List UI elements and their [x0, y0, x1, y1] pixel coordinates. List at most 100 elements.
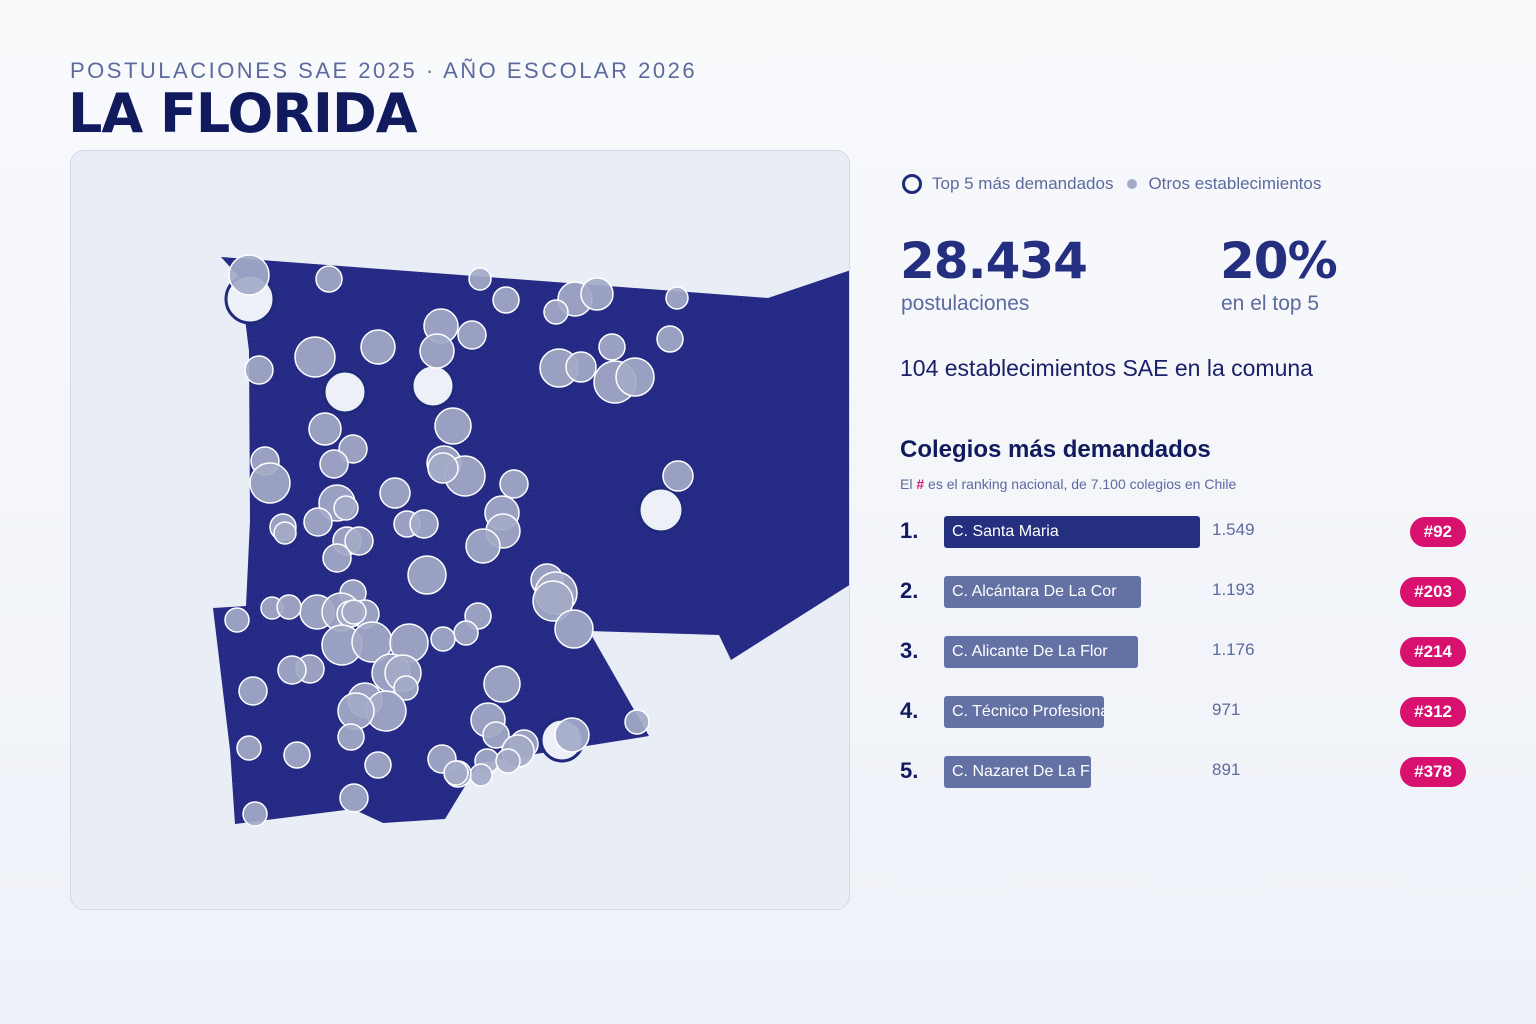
- school-marker[interactable]: [483, 665, 521, 703]
- region-texture: [213, 257, 849, 824]
- school-marker[interactable]: [580, 277, 614, 311]
- ranking-row[interactable]: 4. C. Técnico Profesional 971 #312: [900, 696, 1466, 728]
- school-marker[interactable]: [465, 528, 501, 564]
- ranking-row[interactable]: 2. C. Alcántara De La Cor 1.193 #203: [900, 576, 1466, 608]
- school-marker[interactable]: [554, 609, 594, 649]
- school-marker[interactable]: [665, 286, 689, 310]
- top5-school-marker[interactable]: [322, 369, 368, 415]
- national-rank-badge: #378: [1400, 757, 1466, 787]
- school-marker[interactable]: [294, 336, 336, 378]
- legend-others-label: Otros establecimientos: [1148, 174, 1322, 193]
- applications-count: 1.193: [1212, 580, 1255, 599]
- school-marker[interactable]: [656, 325, 684, 353]
- map-legend: Top 5 más demandados Otros establecimien…: [902, 174, 1321, 194]
- school-marker[interactable]: [499, 469, 529, 499]
- ranking-note-hash: #: [916, 476, 925, 492]
- demand-bar: C. Santa Maria: [944, 516, 1200, 548]
- school-marker[interactable]: [242, 801, 268, 827]
- school-marker[interactable]: [379, 477, 411, 509]
- ranking-note-suffix: es el ranking nacional, de 7.100 colegio…: [928, 476, 1237, 492]
- rank-position: 3.: [900, 638, 919, 663]
- school-marker[interactable]: [543, 299, 569, 325]
- school-marker[interactable]: [468, 267, 492, 291]
- school-marker[interactable]: [532, 580, 574, 622]
- ranking-row[interactable]: 5. C. Nazaret De La Flori 891 #378: [900, 756, 1466, 788]
- applications-label: postulaciones: [901, 292, 1030, 315]
- school-marker[interactable]: [249, 462, 291, 504]
- demand-bar: C. Nazaret De La Flori: [944, 756, 1091, 788]
- top5-ring-icon: [902, 174, 922, 194]
- applications-count: 971: [1212, 700, 1241, 719]
- school-marker[interactable]: [434, 407, 472, 445]
- rank-position: 4.: [900, 698, 919, 723]
- school-marker[interactable]: [419, 333, 455, 369]
- rank-position: 5.: [900, 758, 919, 783]
- school-marker[interactable]: [360, 329, 396, 365]
- school-marker[interactable]: [303, 507, 333, 537]
- applications-count: 891: [1212, 760, 1241, 779]
- rank-position: 2.: [900, 578, 919, 603]
- school-marker[interactable]: [430, 626, 456, 652]
- national-rank-badge: #92: [1409, 517, 1466, 547]
- school-marker[interactable]: [407, 555, 447, 595]
- school-marker[interactable]: [554, 717, 590, 753]
- school-marker[interactable]: [236, 735, 262, 761]
- school-marker[interactable]: [453, 620, 479, 646]
- school-marker[interactable]: [662, 460, 694, 492]
- school-marker[interactable]: [337, 692, 375, 730]
- school-marker[interactable]: [495, 748, 521, 774]
- national-rank-badge: #312: [1400, 697, 1466, 727]
- legend-top5-label: Top 5 más demandados: [932, 174, 1114, 193]
- school-marker[interactable]: [277, 655, 307, 685]
- ranking-title: Colegios más demandados: [900, 436, 1211, 463]
- school-marker[interactable]: [337, 723, 365, 751]
- rank-position: 1.: [900, 518, 919, 543]
- page-title: LA FLORIDA: [68, 82, 418, 145]
- school-marker[interactable]: [283, 741, 311, 769]
- school-marker[interactable]: [273, 521, 297, 545]
- school-marker[interactable]: [624, 709, 650, 735]
- school-marker[interactable]: [276, 594, 302, 620]
- map-panel: [70, 150, 850, 910]
- top5-share-label: en el top 5: [1221, 292, 1320, 315]
- school-marker[interactable]: [308, 412, 342, 446]
- school-markers: [224, 254, 694, 827]
- school-marker[interactable]: [333, 495, 359, 521]
- commune-map[interactable]: [71, 151, 850, 910]
- other-dot-icon: [1127, 179, 1138, 189]
- school-marker[interactable]: [598, 333, 626, 361]
- school-marker[interactable]: [443, 760, 469, 786]
- school-marker[interactable]: [457, 320, 487, 350]
- school-marker[interactable]: [244, 355, 274, 385]
- school-marker[interactable]: [315, 265, 343, 293]
- school-marker[interactable]: [615, 357, 655, 397]
- national-rank-badge: #203: [1400, 577, 1466, 607]
- school-marker[interactable]: [409, 509, 439, 539]
- demand-bar: C. Técnico Profesional: [944, 696, 1104, 728]
- applications-value: 28.434: [900, 232, 1088, 290]
- school-marker[interactable]: [319, 449, 349, 479]
- ranking-row[interactable]: 1. C. Santa Maria 1.549 #92: [900, 516, 1466, 548]
- school-marker[interactable]: [238, 676, 268, 706]
- school-marker[interactable]: [364, 751, 392, 779]
- school-marker[interactable]: [344, 526, 374, 556]
- school-marker[interactable]: [322, 543, 352, 573]
- school-marker[interactable]: [228, 254, 270, 296]
- top5-school-marker[interactable]: [410, 363, 456, 409]
- school-marker[interactable]: [482, 721, 510, 749]
- school-marker[interactable]: [565, 351, 597, 383]
- top5-school-marker[interactable]: [637, 486, 685, 534]
- applications-count: 1.176: [1212, 640, 1255, 659]
- school-marker[interactable]: [224, 607, 250, 633]
- national-rank-badge: #214: [1400, 637, 1466, 667]
- ranking-row[interactable]: 3. C. Alicante De La Flor 1.176 #214: [900, 636, 1466, 668]
- school-marker[interactable]: [393, 675, 419, 701]
- school-marker[interactable]: [469, 763, 493, 787]
- schools-count: 104 establecimientos SAE en la comuna: [900, 355, 1313, 381]
- school-marker[interactable]: [341, 599, 367, 625]
- school-marker[interactable]: [492, 286, 520, 314]
- demand-bar: C. Alicante De La Flor: [944, 636, 1138, 668]
- top5-share-value: 20%: [1220, 232, 1338, 290]
- school-marker[interactable]: [427, 452, 459, 484]
- school-marker[interactable]: [339, 783, 369, 813]
